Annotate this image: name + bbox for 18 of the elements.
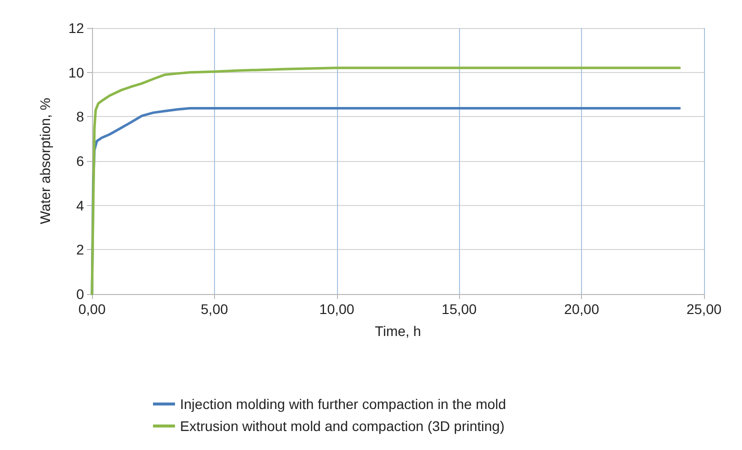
y-tick-label: 6: [76, 153, 84, 169]
line-series: [90, 66, 681, 296]
y-tick-label: 0: [76, 286, 84, 302]
y-tick-label: 8: [76, 108, 84, 125]
x-tick-label: 20,00: [564, 301, 600, 317]
x-tick-label: 5,00: [200, 301, 228, 317]
y-tick-label: 12: [68, 20, 84, 36]
y-tick-label: 4: [76, 197, 84, 214]
x-tick-label: 10,00: [319, 301, 355, 317]
y-tick-label: 2: [76, 242, 84, 258]
x-tick-label: 25,00: [686, 301, 722, 317]
y-axis-title: Water absorption, %: [37, 98, 53, 224]
y-tick-label: 10: [68, 64, 84, 80]
x-axis-title: Time, h: [374, 323, 422, 339]
x-tick-label: 0,00: [78, 301, 106, 317]
x-tick-label: 15,00: [442, 301, 477, 317]
legend-label: Extrusion without mold and compaction (3D printing): [180, 418, 504, 434]
legend-label: Injection molding with further compaction in the mold: [180, 396, 506, 412]
